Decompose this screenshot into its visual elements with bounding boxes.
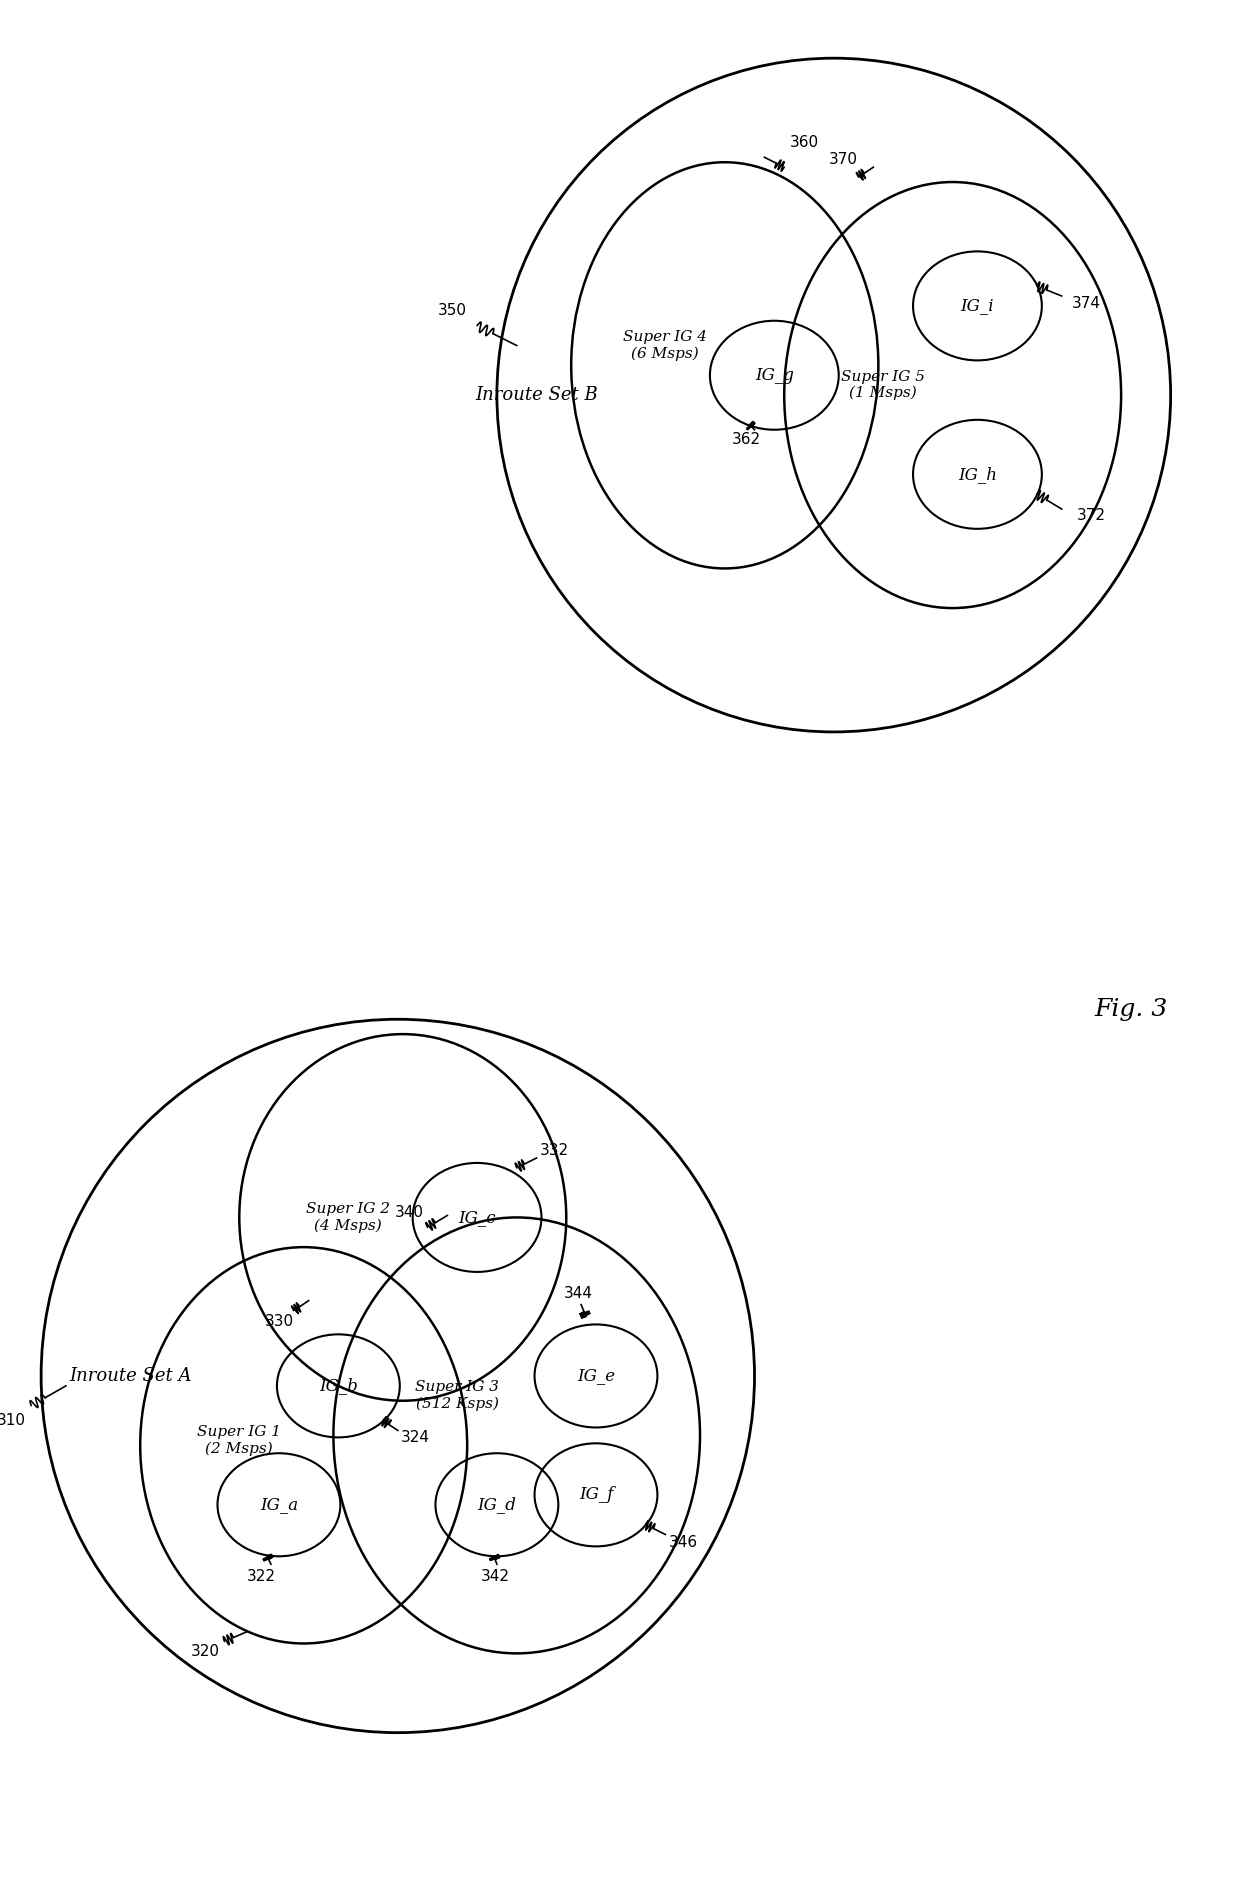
Text: 362: 362 [732,432,761,447]
Text: Inroute Set B: Inroute Set B [475,385,598,404]
Text: 324: 324 [402,1431,430,1446]
Text: IG_h: IG_h [959,466,997,483]
Text: 346: 346 [668,1534,698,1549]
Text: 374: 374 [1071,297,1101,312]
Text: Inroute Set A: Inroute Set A [69,1367,191,1386]
Text: IG_d: IG_d [477,1496,516,1513]
Text: Super IG 5
(1 Msps): Super IG 5 (1 Msps) [841,370,925,400]
Text: 370: 370 [830,152,858,167]
Text: IG_b: IG_b [319,1378,358,1395]
Text: 310: 310 [0,1414,26,1429]
Text: IG_g: IG_g [755,367,794,384]
Text: Super IG 2
(4 Msps): Super IG 2 (4 Msps) [306,1201,391,1233]
Text: IG_i: IG_i [961,297,994,314]
Text: 322: 322 [247,1568,275,1583]
Text: 360: 360 [790,135,818,150]
Text: 332: 332 [539,1143,569,1158]
Text: IG_f: IG_f [579,1487,613,1504]
Text: Super IG 3
(512 Ksps): Super IG 3 (512 Ksps) [415,1380,500,1412]
Text: IG_e: IG_e [577,1367,615,1384]
Text: 340: 340 [396,1205,424,1220]
Text: 372: 372 [1076,508,1106,523]
Text: 342: 342 [480,1568,510,1583]
Text: Super IG 4
(6 Msps): Super IG 4 (6 Msps) [624,331,707,361]
Text: Super IG 1
(2 Msps): Super IG 1 (2 Msps) [197,1425,281,1455]
Text: IG_a: IG_a [260,1496,298,1513]
Text: 350: 350 [438,303,466,318]
Text: Fig. 3: Fig. 3 [1095,998,1168,1021]
Text: 330: 330 [264,1314,294,1329]
Text: 320: 320 [191,1643,219,1658]
Text: 344: 344 [564,1286,593,1301]
Text: IG_c: IG_c [459,1209,496,1226]
